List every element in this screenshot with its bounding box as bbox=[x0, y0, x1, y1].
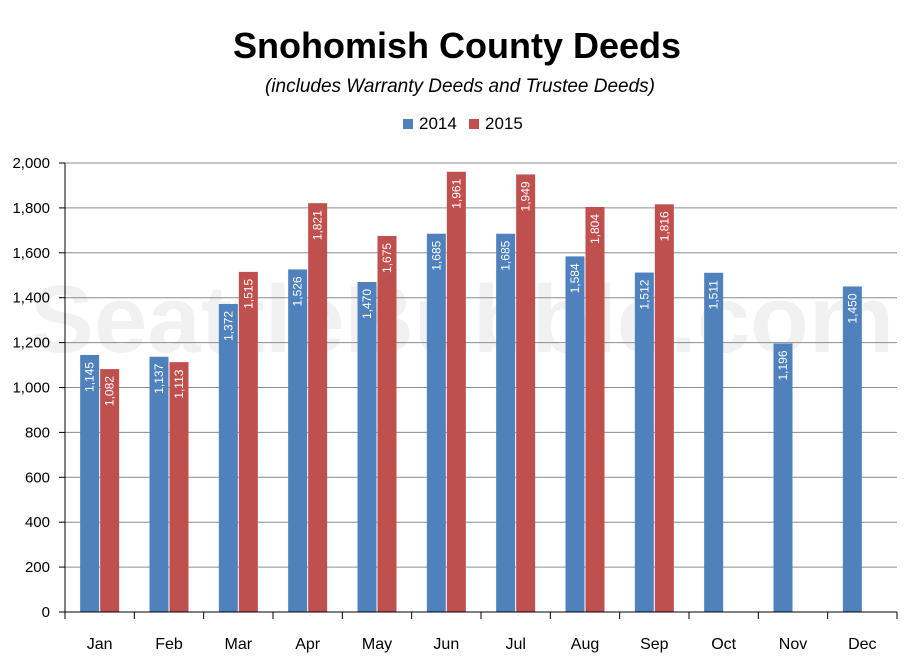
data-label-2014-nov: 1,196 bbox=[776, 350, 790, 380]
chart-subtitle: (includes Warranty Deeds and Trustee Dee… bbox=[265, 76, 655, 97]
data-label-2014-mar: 1,372 bbox=[221, 311, 235, 341]
bar-2015-jul bbox=[516, 174, 536, 612]
y-tick-label: 1,000 bbox=[12, 380, 50, 397]
bar-2015-sep bbox=[654, 204, 674, 613]
x-tick-label: Oct bbox=[711, 636, 736, 653]
data-label-2014-jan: 1,145 bbox=[83, 362, 97, 392]
data-label-2015-mar: 1,515 bbox=[241, 279, 255, 309]
bar-2014-apr bbox=[288, 269, 308, 612]
legend: 2014 2015 bbox=[403, 114, 523, 133]
data-label-2015-jul: 1,949 bbox=[519, 181, 533, 211]
bar-2014-jun bbox=[426, 233, 446, 612]
bar-2014-feb bbox=[149, 356, 169, 612]
gridlines bbox=[65, 162, 897, 568]
x-axis: Jan Feb Mar Apr May Jun Jul Aug Sep Oct Nov Dec bbox=[64, 611, 898, 653]
y-tick-label: 2,000 bbox=[12, 155, 50, 172]
data-label-2015-jan: 1,082 bbox=[103, 376, 117, 406]
x-tick-label: Jun bbox=[433, 636, 459, 653]
bar-2014-oct bbox=[704, 272, 724, 612]
y-tick-label: 600 bbox=[25, 469, 50, 486]
data-label-2014-may: 1,470 bbox=[360, 289, 374, 319]
x-tick-label: Jan bbox=[87, 636, 113, 653]
y-tick-label: 1,200 bbox=[12, 335, 50, 352]
bars: 1,145 1,082 1,137 1,113 1,372 1,515 1,526 1,821… bbox=[80, 171, 862, 613]
x-tick-label: Nov bbox=[779, 636, 807, 653]
bar-2014-mar bbox=[218, 303, 238, 612]
legend-swatch-2014 bbox=[403, 119, 413, 129]
bar-2015-jan bbox=[100, 369, 120, 612]
bar-2015-aug bbox=[585, 207, 605, 612]
data-label-2014-jun: 1,685 bbox=[429, 240, 443, 270]
x-tick-label: Aug bbox=[571, 636, 599, 653]
data-label-2015-sep: 1,816 bbox=[657, 211, 671, 241]
legend-label-2014: 2014 bbox=[419, 114, 457, 133]
bar-2015-may bbox=[377, 235, 397, 612]
x-tick-label: Apr bbox=[295, 636, 321, 653]
y-tick-label: 0 bbox=[42, 604, 50, 621]
y-tick-label: 400 bbox=[25, 514, 50, 531]
data-label-2015-jun: 1,961 bbox=[449, 178, 463, 208]
bar-2014-aug bbox=[565, 256, 585, 612]
legend-swatch-2015 bbox=[469, 119, 479, 129]
bar-2015-mar bbox=[238, 271, 258, 612]
bar-2014-sep bbox=[634, 272, 654, 612]
data-label-2014-dec: 1,450 bbox=[845, 293, 859, 323]
y-tick-label: 200 bbox=[25, 559, 50, 576]
data-label-2014-jul: 1,685 bbox=[499, 240, 513, 270]
x-tick-label: Mar bbox=[225, 636, 253, 653]
legend-label-2015: 2015 bbox=[485, 114, 523, 133]
chart-title: Snohomish County Deeds bbox=[233, 25, 681, 66]
x-tick-label: Feb bbox=[155, 636, 183, 653]
data-label-2014-apr: 1,526 bbox=[291, 276, 305, 306]
data-label-2014-feb: 1,137 bbox=[152, 363, 166, 393]
data-label-2015-feb: 1,113 bbox=[172, 369, 186, 398]
bar-2014-nov bbox=[773, 343, 793, 612]
data-label-2015-aug: 1,804 bbox=[588, 214, 602, 244]
y-tick-label: 1,800 bbox=[12, 200, 50, 217]
bar-2014-jul bbox=[496, 233, 516, 612]
y-tick-label: 800 bbox=[25, 424, 50, 441]
data-label-2015-may: 1,675 bbox=[380, 243, 394, 273]
bar-2015-feb bbox=[169, 362, 189, 612]
bar-2015-apr bbox=[308, 203, 328, 613]
x-tick-label: Dec bbox=[848, 636, 876, 653]
bar-2014-may bbox=[357, 281, 377, 612]
data-label-2014-oct: 1,511 bbox=[707, 280, 721, 309]
x-tick-label: Jul bbox=[505, 636, 525, 653]
data-label-2014-sep: 1,512 bbox=[637, 279, 651, 309]
bar-2015-jun bbox=[446, 171, 466, 612]
y-axis: 0 200 400 600 800 1,000 1,200 1,400 1,600 1,800 2,… bbox=[12, 155, 66, 621]
bar-2014-dec bbox=[842, 286, 862, 612]
x-tick-label: Sep bbox=[640, 636, 669, 653]
data-label-2015-apr: 1,821 bbox=[311, 210, 325, 240]
y-tick-label: 1,600 bbox=[12, 245, 50, 262]
x-tick-label: May bbox=[362, 636, 392, 653]
bar-2014-jan bbox=[80, 354, 100, 612]
data-label-2014-aug: 1,584 bbox=[568, 263, 582, 293]
y-tick-label: 1,400 bbox=[12, 290, 50, 307]
